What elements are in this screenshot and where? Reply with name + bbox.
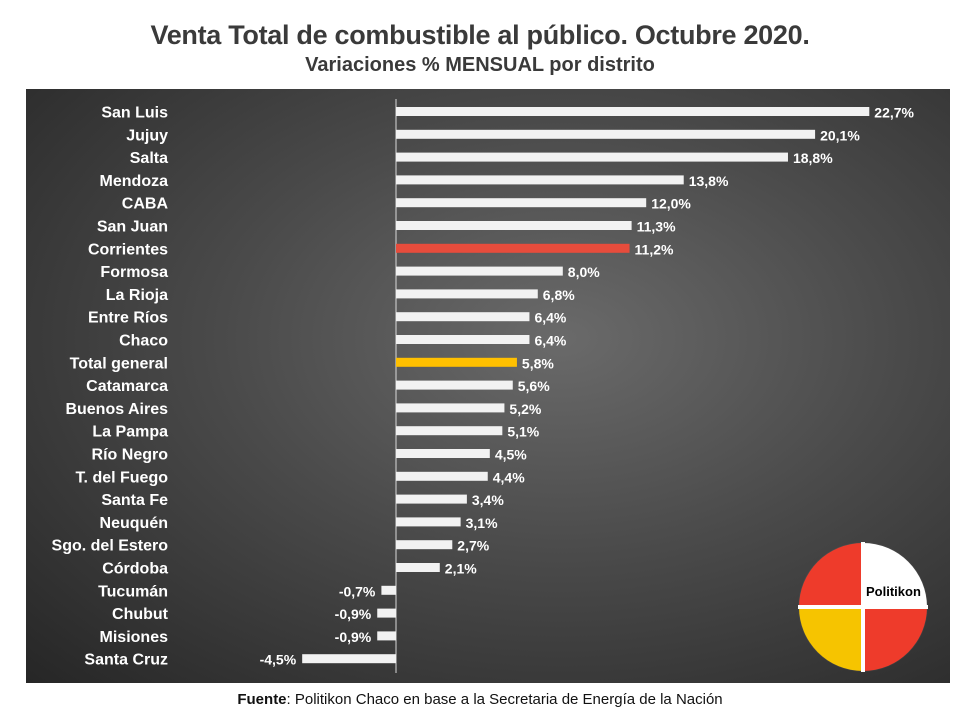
category-label: Buenos Aires (65, 401, 168, 418)
bar (396, 221, 632, 230)
bar (396, 403, 505, 413)
category-label: T. del Fuego (76, 469, 169, 486)
source-label: Fuente (237, 691, 287, 708)
data-label: 8,0% (568, 264, 600, 280)
bar (396, 449, 490, 458)
data-label: 11,3% (637, 219, 676, 235)
bar (396, 540, 453, 550)
data-label: -0,7% (339, 583, 376, 599)
plot-area: San Luis 22,7% Jujuy 20,1% Salta 18,8% Mendoza… (26, 89, 950, 683)
category-label: La Pampa (92, 424, 168, 441)
category-label: San Juan (97, 219, 168, 236)
category-label: Neuquén (100, 515, 168, 532)
bar (396, 517, 461, 527)
category-label: Salta (130, 150, 168, 167)
category-label: Tucumán (98, 583, 168, 600)
category-label: La Rioja (106, 287, 168, 304)
category-label: Entre Ríos (88, 310, 168, 327)
category-label: San Luis (101, 105, 168, 122)
bar (396, 563, 440, 572)
category-label: Jujuy (126, 127, 168, 144)
logo-quadrant (799, 607, 863, 671)
bar (302, 654, 396, 664)
data-label: 6,4% (534, 333, 566, 349)
bar (381, 585, 396, 595)
category-label: Chubut (112, 606, 169, 623)
data-label: 5,8% (522, 355, 554, 371)
category-label: Santa Cruz (84, 652, 168, 669)
bar (396, 471, 488, 481)
logo-quadrant (863, 543, 927, 607)
data-label: 5,6% (518, 378, 550, 394)
bar (396, 129, 816, 139)
logo-text: Politikon (866, 584, 921, 599)
bar (396, 107, 870, 116)
category-label: Misiones (100, 629, 169, 646)
category-label: Mendoza (100, 173, 169, 190)
category-label: Total general (70, 355, 168, 372)
category-label: Río Negro (92, 447, 169, 464)
data-label: -4,5% (260, 652, 297, 668)
bar (396, 357, 517, 367)
data-label: 18,8% (793, 150, 833, 166)
category-label: Córdoba (102, 561, 168, 578)
data-label: 5,2% (509, 401, 541, 417)
chart-subtitle: Variaciones % MENSUAL por distrito (305, 54, 655, 76)
bar (396, 494, 467, 504)
data-label: -0,9% (335, 629, 372, 645)
data-label: -0,9% (335, 606, 372, 622)
data-label: 3,4% (472, 492, 504, 508)
bar (396, 380, 513, 390)
bar (377, 631, 396, 641)
bar (396, 426, 503, 436)
category-label: Catamarca (86, 378, 168, 395)
logo-quadrant (799, 543, 863, 607)
data-label: 4,4% (493, 469, 525, 485)
logo-quadrant (863, 607, 927, 671)
data-label: 5,1% (507, 424, 539, 440)
bar (396, 175, 684, 185)
data-label: 12,0% (651, 196, 691, 212)
bar (396, 243, 630, 253)
politikon-logo: Politikon (798, 542, 928, 672)
bar (396, 289, 538, 299)
bar (377, 608, 396, 618)
bar (396, 312, 530, 322)
data-label: 20,1% (820, 127, 860, 143)
data-label: 3,1% (466, 515, 498, 531)
data-label: 4,5% (495, 447, 527, 463)
bar (396, 198, 647, 208)
data-label: 6,4% (534, 310, 566, 326)
bar (396, 152, 788, 162)
source-text: : Politikon Chaco en base a la Secretari… (286, 691, 723, 708)
data-label: 2,1% (445, 561, 477, 577)
data-label: 22,7% (874, 105, 914, 121)
category-label: Corrientes (88, 241, 168, 258)
category-label: Sgo. del Estero (52, 538, 169, 555)
data-label: 6,8% (543, 287, 575, 303)
data-label: 2,7% (457, 538, 489, 554)
data-label: 13,8% (689, 173, 729, 189)
data-label: 11,2% (635, 241, 674, 257)
category-label: Formosa (100, 264, 168, 281)
bar-chart: San Luis 22,7% Jujuy 20,1% Salta 18,8% Mendoza… (52, 99, 915, 673)
category-label: Chaco (119, 333, 168, 350)
bar (396, 266, 563, 276)
source-note: Fuente: Politikon Chaco en base a la Sec… (0, 691, 960, 708)
category-label: CABA (122, 196, 169, 213)
chart-title: Venta Total de combustible al público. O… (150, 20, 810, 50)
bar (396, 335, 530, 344)
category-label: Santa Fe (101, 492, 168, 509)
